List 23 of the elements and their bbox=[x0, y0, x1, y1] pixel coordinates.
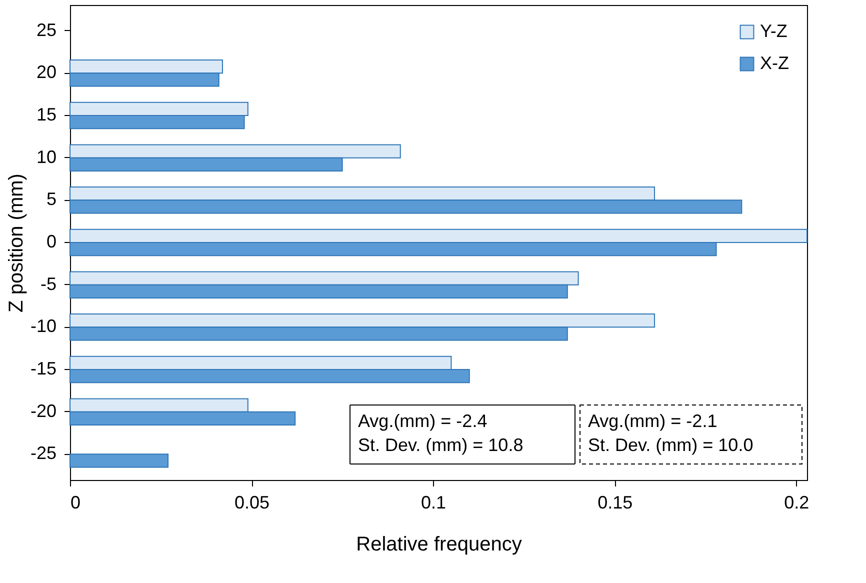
legend-label: Y-Z bbox=[760, 21, 788, 41]
y-tick-label: -25 bbox=[30, 443, 56, 464]
y-tick-label: -15 bbox=[30, 358, 56, 379]
y-axis-title: Z position (mm) bbox=[5, 174, 28, 312]
y-tick-label: 0 bbox=[46, 232, 56, 252]
y-tick-label: 20 bbox=[36, 62, 56, 82]
y-tick-label: 10 bbox=[36, 146, 56, 167]
x-axis-title: Relative frequency bbox=[356, 534, 522, 556]
y-tick-label: 15 bbox=[36, 104, 56, 124]
y-tick-label: -10 bbox=[30, 316, 56, 336]
x-tick-label: 0.2 bbox=[784, 492, 810, 512]
x-tick-label: 0.15 bbox=[598, 492, 633, 512]
annotation: Avg.(mm) = -2.1 St. Dev. (mm) = 10.0 bbox=[588, 411, 754, 455]
y-tick-label: -20 bbox=[30, 400, 56, 421]
y-tick-label: 25 bbox=[36, 20, 56, 40]
x-tick-label: 0.05 bbox=[234, 492, 270, 512]
x-tick-label: 0 bbox=[70, 492, 81, 512]
legend-label: X-Z bbox=[760, 53, 789, 73]
y-tick-label: -5 bbox=[40, 274, 56, 294]
x-tick-label: 0.1 bbox=[421, 492, 446, 512]
annotation: Avg.(mm) = -2.4 St. Dev. (mm) = 10.8 bbox=[358, 411, 524, 455]
bar bbox=[70, 454, 169, 468]
y-tick-label: 5 bbox=[46, 189, 56, 210]
